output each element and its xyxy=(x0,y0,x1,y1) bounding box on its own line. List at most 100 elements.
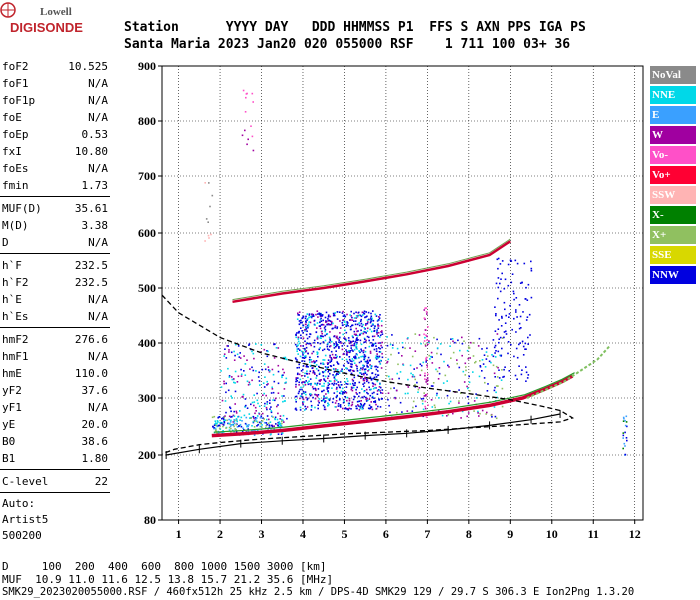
echo-point xyxy=(240,373,243,376)
echo-point xyxy=(374,400,377,402)
echo-point xyxy=(356,330,358,333)
echo-point xyxy=(375,345,377,347)
echo-point xyxy=(328,341,331,344)
echo-point xyxy=(252,101,254,103)
echo-point xyxy=(342,391,344,393)
echo-point xyxy=(216,422,218,425)
echo-point xyxy=(298,381,300,384)
echo-point xyxy=(361,355,364,358)
echo-point xyxy=(367,370,369,372)
echo-point xyxy=(451,338,454,340)
echo-point xyxy=(336,355,338,358)
echo-point xyxy=(323,400,325,402)
echo-point xyxy=(337,362,339,365)
echo-point xyxy=(340,390,343,393)
echo-point xyxy=(221,423,224,425)
echo-point xyxy=(622,432,625,434)
muf-row: MUF 10.9 11.0 11.6 12.5 13.8 15.7 21.2 3… xyxy=(2,573,334,586)
echo-point xyxy=(416,367,418,369)
echo-point xyxy=(394,397,397,400)
echo-point xyxy=(259,384,261,386)
param-value: N/A xyxy=(88,401,108,414)
param-value: 20.0 xyxy=(81,418,109,431)
echo-point xyxy=(350,344,352,347)
echo-point xyxy=(419,363,422,365)
echo-point xyxy=(401,342,404,344)
echo-point xyxy=(299,397,301,400)
echo-point xyxy=(367,361,369,364)
echo-scatter xyxy=(204,89,628,456)
echo-point xyxy=(346,383,349,385)
echo-point xyxy=(359,314,362,317)
echo-point xyxy=(366,330,369,332)
echo-point xyxy=(312,370,315,373)
echo-point xyxy=(359,339,362,342)
echo-point xyxy=(213,424,216,426)
echo-point xyxy=(508,316,510,318)
echo-point xyxy=(425,357,427,360)
echo-point xyxy=(355,357,358,360)
echo-point xyxy=(490,361,492,364)
echo-point xyxy=(306,324,309,327)
echo-point xyxy=(378,319,380,321)
echo-point xyxy=(296,348,299,350)
param-row: B1 1.80 xyxy=(0,450,112,467)
echo-point xyxy=(401,411,403,413)
echo-point xyxy=(348,369,351,372)
echo-point xyxy=(503,375,505,378)
echo-point xyxy=(213,415,216,418)
echo-point xyxy=(236,353,239,356)
echo-point xyxy=(354,341,357,343)
echo-point xyxy=(267,383,269,385)
param-value: 232.5 xyxy=(74,276,108,289)
legend-item: W xyxy=(650,126,696,144)
echo-point xyxy=(370,401,372,403)
legend-item: Vo- xyxy=(650,146,696,164)
echo-point xyxy=(417,391,419,393)
param-label: MUF(D) xyxy=(2,202,42,215)
echo-point xyxy=(256,392,258,395)
echo-point xyxy=(266,355,269,358)
x-tick-label: 5 xyxy=(341,527,347,541)
echo-point xyxy=(369,367,372,369)
echo-point xyxy=(504,366,506,368)
echo-point xyxy=(261,424,263,426)
echo-point xyxy=(317,404,319,406)
echo-point xyxy=(239,410,241,412)
echo-point xyxy=(324,408,327,411)
echo-point xyxy=(497,277,500,279)
echo-point xyxy=(261,420,264,422)
echo-point xyxy=(425,361,427,363)
echo-point xyxy=(518,343,520,346)
echo-point xyxy=(361,408,363,410)
echo-point xyxy=(250,417,252,419)
echo-point xyxy=(466,349,469,352)
echo-point xyxy=(346,360,349,363)
echo-point xyxy=(431,356,433,358)
x-tick-label: 2 xyxy=(217,527,223,541)
echo-point xyxy=(336,361,338,363)
echo-point xyxy=(353,348,356,351)
echo-point xyxy=(423,309,426,311)
echo-point xyxy=(295,377,298,379)
echo-point xyxy=(347,350,350,352)
echo-point xyxy=(213,426,215,429)
echo-point xyxy=(271,386,273,389)
echo-point xyxy=(424,394,427,396)
echo-point xyxy=(227,422,229,425)
param-value: N/A xyxy=(88,293,108,306)
echo-point xyxy=(244,111,247,113)
echo-point xyxy=(255,420,258,422)
polarization-legend: NoVal NNE E W Vo- Vo+ SSW X- X+ SSE NNW xyxy=(650,66,696,286)
echo-point xyxy=(204,240,206,242)
echo-point xyxy=(426,364,428,366)
echo-point xyxy=(302,337,305,339)
echo-point xyxy=(353,312,355,315)
echo-point xyxy=(230,410,232,413)
echo-point xyxy=(235,418,238,420)
echo-point xyxy=(380,320,383,322)
echo-point xyxy=(343,320,346,322)
echo-point xyxy=(360,355,362,358)
echo-point xyxy=(452,412,454,415)
echo-point xyxy=(519,315,522,318)
